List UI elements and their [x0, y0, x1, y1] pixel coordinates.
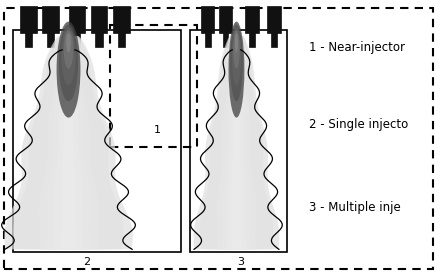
Polygon shape — [226, 36, 247, 249]
Polygon shape — [206, 36, 267, 249]
Bar — [219, 6, 232, 33]
Ellipse shape — [61, 27, 76, 85]
Bar — [20, 6, 37, 33]
Polygon shape — [53, 36, 84, 249]
Ellipse shape — [230, 24, 243, 101]
Polygon shape — [61, 36, 76, 249]
Polygon shape — [46, 36, 91, 249]
Bar — [190, 30, 287, 252]
Polygon shape — [217, 36, 256, 249]
Ellipse shape — [229, 22, 244, 118]
Polygon shape — [4, 36, 133, 249]
Polygon shape — [194, 36, 279, 249]
Bar — [69, 6, 85, 33]
Ellipse shape — [64, 30, 73, 69]
Bar — [249, 30, 255, 47]
Bar — [267, 6, 281, 33]
Polygon shape — [211, 36, 262, 249]
Text: 3: 3 — [237, 257, 244, 267]
Bar — [110, 25, 197, 147]
Ellipse shape — [232, 27, 241, 85]
Bar — [95, 30, 103, 47]
Text: 2: 2 — [83, 257, 90, 267]
Bar — [47, 30, 54, 47]
Bar — [118, 30, 125, 47]
Polygon shape — [13, 36, 124, 249]
Bar — [13, 30, 181, 252]
Ellipse shape — [57, 22, 80, 118]
Text: 1: 1 — [153, 125, 160, 135]
Bar — [113, 6, 130, 33]
Bar — [42, 6, 59, 33]
Text: 2 - Single injecto: 2 - Single injecto — [309, 118, 409, 131]
Ellipse shape — [233, 30, 240, 69]
Text: 1 - Near-injector: 1 - Near-injector — [309, 41, 405, 53]
Polygon shape — [31, 36, 106, 249]
Polygon shape — [22, 36, 115, 249]
Text: 3 - Multiple inje: 3 - Multiple inje — [309, 201, 401, 214]
Bar — [91, 6, 107, 33]
Ellipse shape — [66, 33, 71, 52]
Polygon shape — [200, 36, 273, 249]
Bar — [25, 30, 32, 47]
Bar — [222, 30, 228, 47]
Bar — [271, 30, 277, 47]
Polygon shape — [221, 36, 251, 249]
Polygon shape — [231, 36, 242, 249]
Ellipse shape — [235, 33, 238, 52]
Bar — [201, 6, 214, 33]
Bar — [73, 30, 80, 47]
Ellipse shape — [59, 24, 78, 101]
Polygon shape — [39, 36, 98, 249]
Bar — [245, 6, 259, 33]
Bar — [205, 30, 211, 47]
